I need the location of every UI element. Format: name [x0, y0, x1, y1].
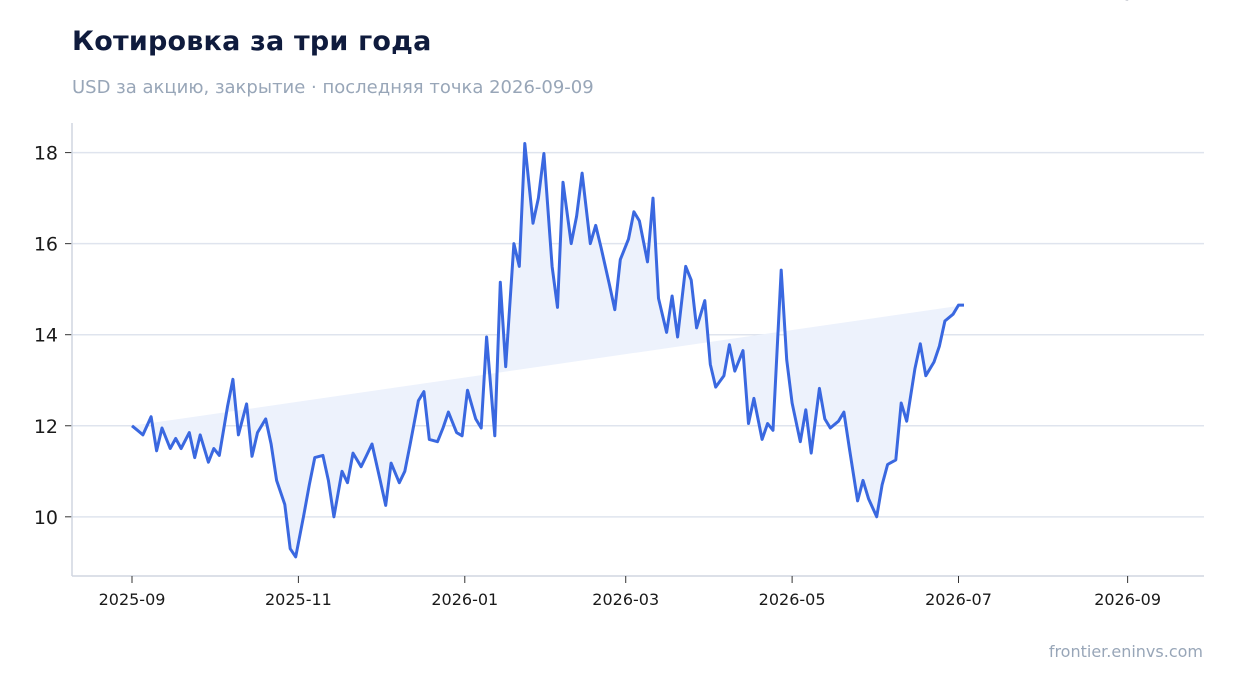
y-tick-label: 14 — [34, 325, 58, 347]
axes — [65, 123, 1204, 583]
data-labels: 15 — [1109, 0, 1134, 5]
tick-labels: 10 12 14 16 18 2025-09 2025-11 2026-01 2026-03 20… — [34, 143, 1161, 609]
x-tick-label: 2025-09 — [99, 590, 166, 609]
y-tick-label: 10 — [34, 507, 58, 529]
series-line — [131, 142, 964, 559]
x-tick-label: 2026-03 — [592, 590, 659, 609]
y-tick-label: 16 — [34, 234, 58, 256]
y-tick-label: 12 — [34, 416, 58, 438]
x-tick-label: 2025-11 — [265, 590, 332, 609]
x-tick-label: 2026-05 — [759, 590, 826, 609]
chart-title: Котировка за три года — [72, 26, 432, 57]
x-tick-label: 2026-07 — [925, 590, 992, 609]
source-credit: frontier.eninvs.com — [1048, 642, 1203, 661]
chart-subtitle: USD за акцию, закрытие · последняя точка… — [72, 77, 594, 98]
x-tick-label: 2026-01 — [431, 590, 498, 609]
area-layer — [131, 142, 964, 559]
x-tick-label: 2026-09 — [1094, 590, 1161, 609]
y-tick-label: 18 — [34, 143, 58, 165]
last-value-label: 15 — [1109, 0, 1134, 5]
